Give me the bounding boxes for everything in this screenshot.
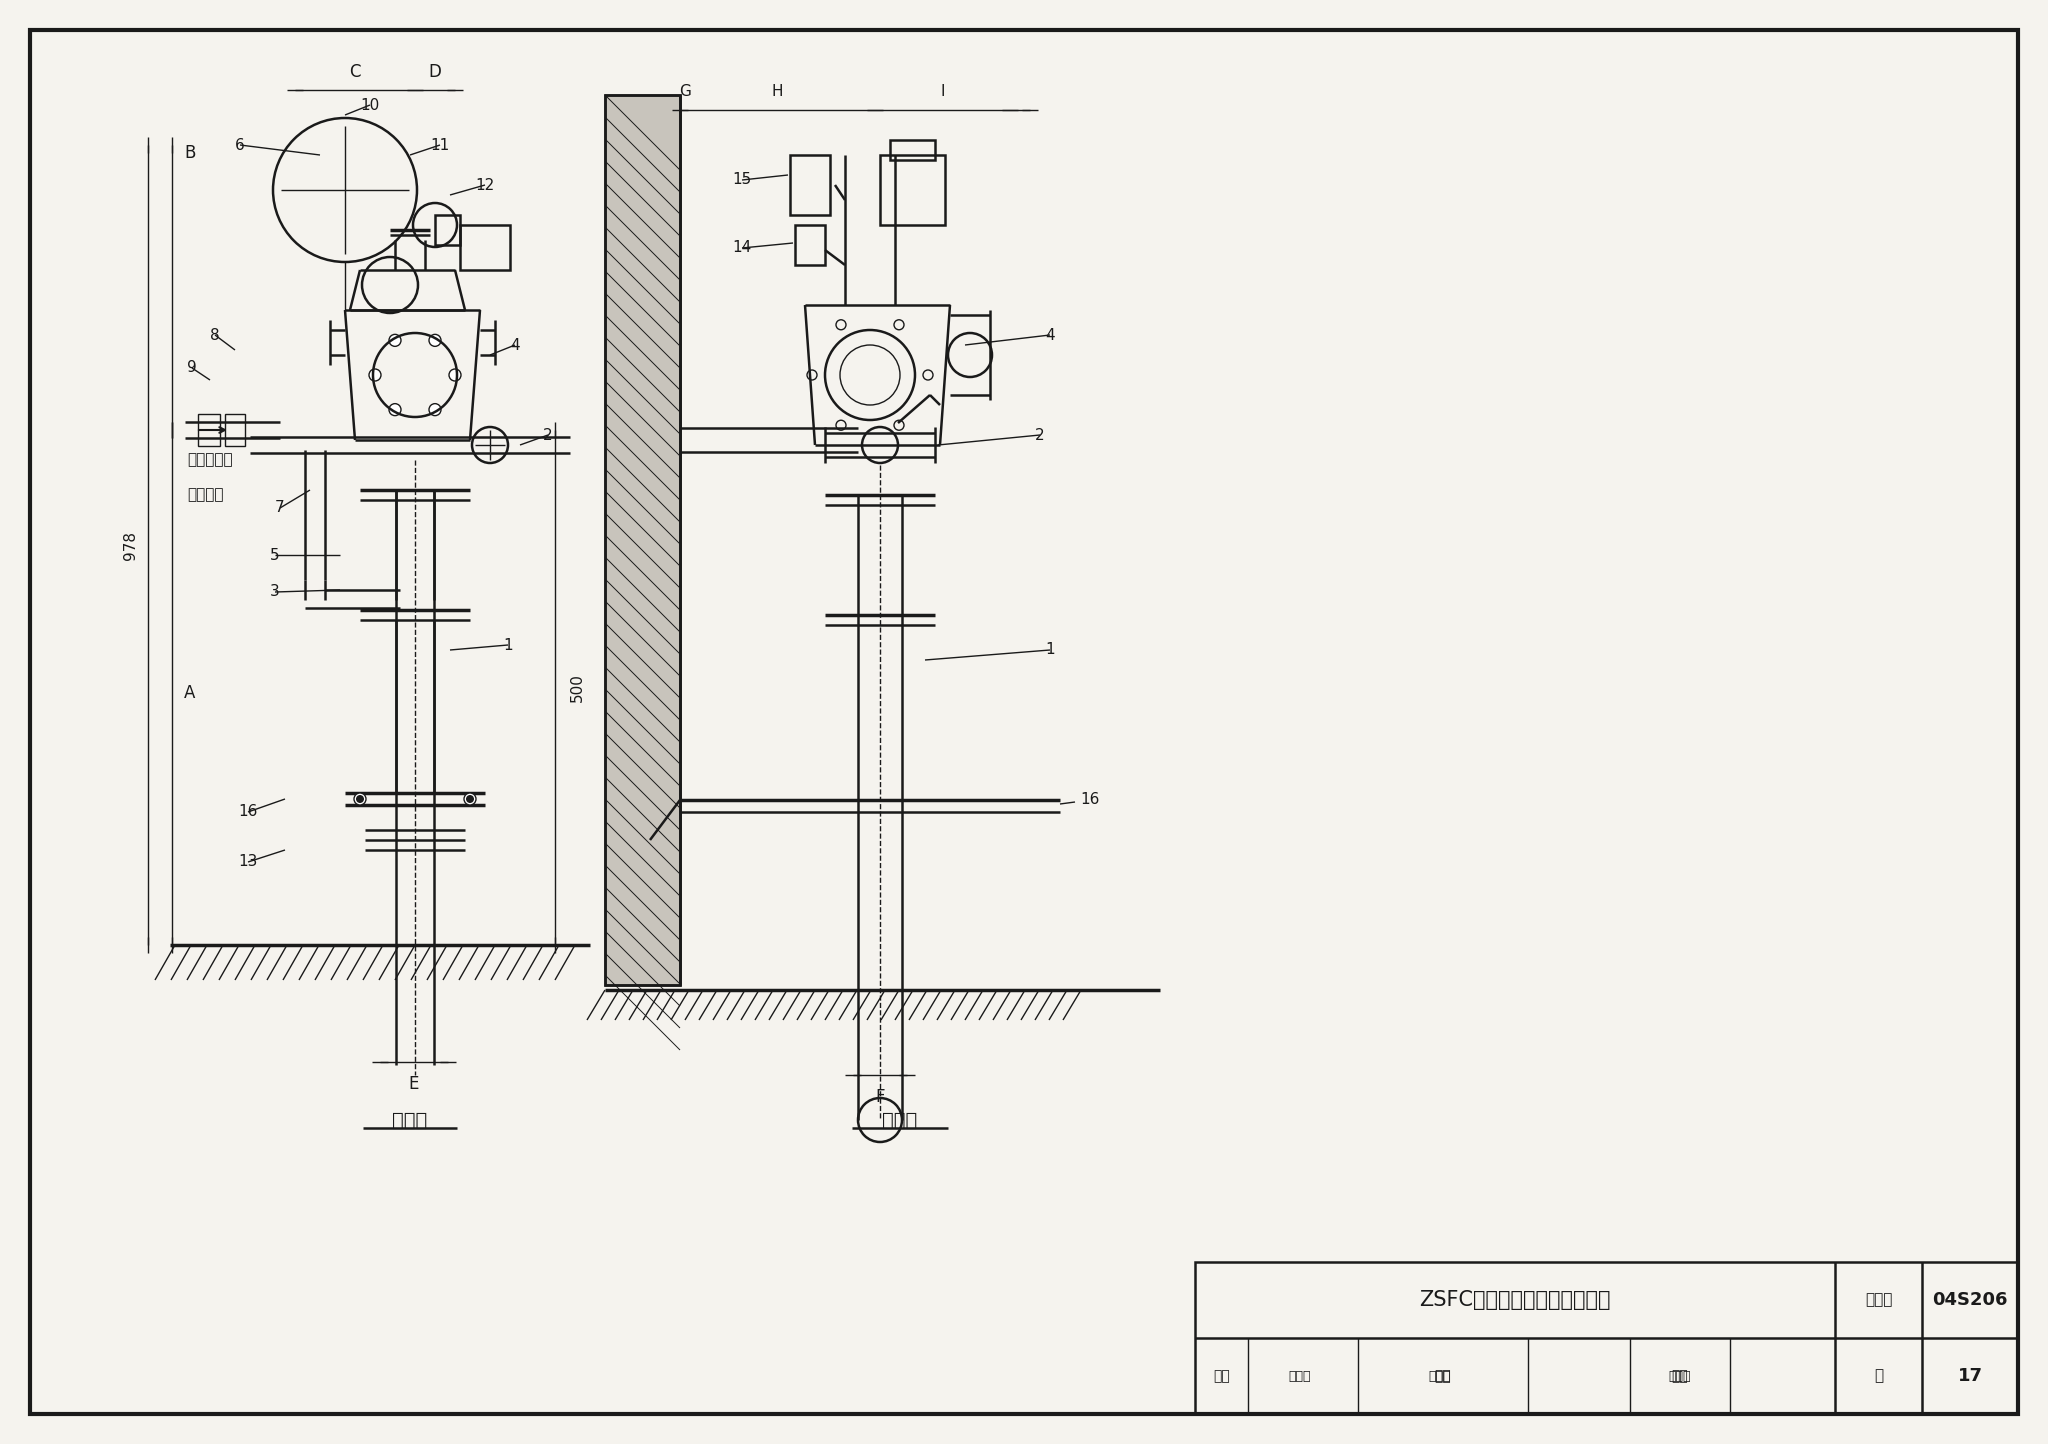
Text: 10: 10 xyxy=(360,98,379,113)
Text: G: G xyxy=(680,85,690,100)
Text: 8: 8 xyxy=(211,328,219,342)
Bar xyxy=(225,414,246,446)
Text: 接加速器: 接加速器 xyxy=(186,488,223,503)
Text: 1: 1 xyxy=(1044,643,1055,657)
Circle shape xyxy=(467,796,473,803)
Bar xyxy=(604,95,680,985)
Circle shape xyxy=(369,370,381,381)
Text: 1: 1 xyxy=(504,637,512,653)
Text: 9: 9 xyxy=(186,361,197,375)
Bar xyxy=(434,215,461,245)
Text: E: E xyxy=(410,1074,420,1093)
Text: 2: 2 xyxy=(1034,427,1044,442)
Circle shape xyxy=(465,793,475,804)
Text: I: I xyxy=(940,85,944,100)
Circle shape xyxy=(428,404,440,416)
Text: 3: 3 xyxy=(270,585,281,599)
Text: 5: 5 xyxy=(270,547,281,563)
Text: 13: 13 xyxy=(238,855,258,869)
Text: 校对: 校对 xyxy=(1436,1369,1452,1383)
Text: 6: 6 xyxy=(236,137,246,153)
Text: 4: 4 xyxy=(1044,328,1055,342)
Bar xyxy=(1194,1262,2017,1414)
Bar xyxy=(891,140,936,160)
Circle shape xyxy=(389,335,401,347)
Text: H: H xyxy=(772,85,782,100)
Bar xyxy=(199,414,219,446)
Text: 500: 500 xyxy=(569,673,584,702)
Text: 孙振仲: 孙振仲 xyxy=(1669,1369,1692,1382)
Text: 审核: 审核 xyxy=(1212,1369,1231,1383)
Text: 7: 7 xyxy=(274,501,285,516)
Text: 11: 11 xyxy=(430,137,451,153)
Text: 设计: 设计 xyxy=(1671,1369,1688,1383)
Text: 侧视图: 侧视图 xyxy=(883,1110,918,1129)
Text: 15: 15 xyxy=(733,172,752,188)
Circle shape xyxy=(356,796,365,803)
Text: 接供气管路: 接供气管路 xyxy=(186,452,233,468)
Circle shape xyxy=(354,793,367,804)
Text: 2: 2 xyxy=(543,427,553,442)
Circle shape xyxy=(389,404,401,416)
Text: 978: 978 xyxy=(123,530,137,559)
Text: 乙仿铜: 乙仿铜 xyxy=(1288,1369,1311,1382)
Bar xyxy=(461,225,510,270)
Bar xyxy=(795,225,825,266)
Text: C: C xyxy=(350,64,360,81)
Text: 图集号: 图集号 xyxy=(1866,1292,1892,1307)
Circle shape xyxy=(449,370,461,381)
Text: 16: 16 xyxy=(1079,793,1100,807)
Text: 16: 16 xyxy=(238,804,258,820)
Text: 高名钊: 高名钊 xyxy=(1430,1369,1452,1382)
Text: 正视图: 正视图 xyxy=(393,1110,428,1129)
Text: F: F xyxy=(874,1087,885,1106)
Text: 04S206: 04S206 xyxy=(1931,1291,2007,1310)
Bar xyxy=(881,155,944,225)
Text: ZSFC系列干式报警阀组安装图: ZSFC系列干式报警阀组安装图 xyxy=(1419,1289,1610,1310)
Text: 4: 4 xyxy=(510,338,520,352)
Bar xyxy=(604,95,680,985)
Text: A: A xyxy=(184,683,197,702)
Text: 14: 14 xyxy=(733,241,752,256)
Text: D: D xyxy=(428,64,442,81)
Circle shape xyxy=(428,335,440,347)
Text: 17: 17 xyxy=(1958,1367,1982,1385)
Text: B: B xyxy=(184,144,197,162)
Text: 12: 12 xyxy=(475,178,496,192)
Text: 页: 页 xyxy=(1874,1369,1882,1383)
Bar xyxy=(791,155,829,215)
